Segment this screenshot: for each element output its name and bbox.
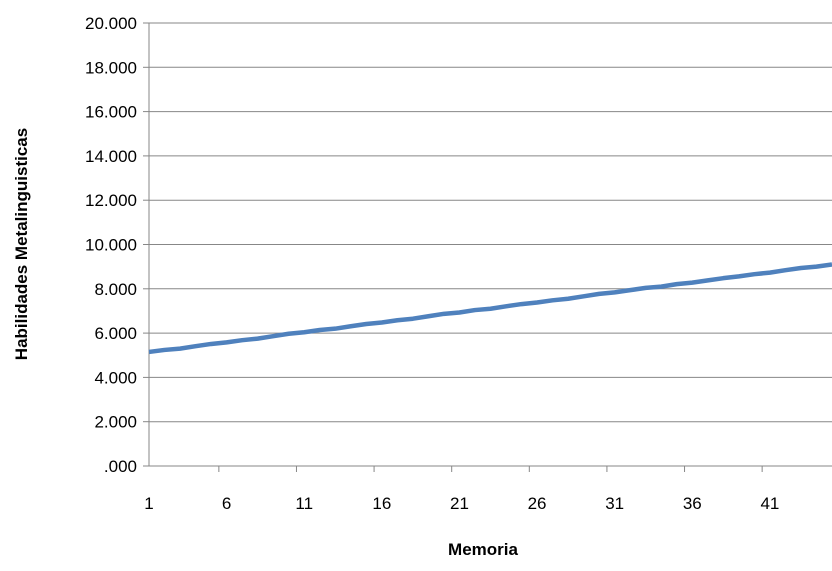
y-tick-label: 18.000 (85, 58, 137, 77)
y-tick-label: 10.000 (85, 236, 137, 255)
y-tick-label: 14.000 (85, 147, 137, 166)
x-tick-label: 11 (295, 494, 313, 513)
x-tick-label: 36 (683, 494, 702, 513)
x-tick-label: 6 (222, 494, 231, 513)
x-tick-label: 41 (760, 494, 779, 513)
y-tick-label: 20.000 (85, 14, 137, 33)
axes (143, 22, 832, 472)
y-tick-labels: .000 2.000 4.000 6.000 8.000 10.000 12.000 14.0… (85, 14, 137, 476)
y-tick-label: 16.000 (85, 103, 137, 122)
y-tick-label: 12.000 (85, 191, 137, 210)
x-tick-labels: 1 6 11 16 21 26 31 36 41 (144, 494, 779, 513)
y-tick-label: 6.000 (94, 324, 137, 343)
x-axis-title: Memoria (448, 540, 518, 559)
series (148, 262, 832, 355)
gridlines (149, 22, 832, 423)
x-tick-label: 16 (372, 494, 391, 513)
x-tick-label: 21 (450, 494, 469, 513)
y-axis-title: Habilidades Metalinguisticas (12, 128, 31, 360)
x-tick-label: 26 (528, 494, 547, 513)
y-tick-label: 4.000 (94, 368, 137, 387)
y-tick-label: .000 (104, 457, 137, 476)
x-tick-label: 31 (605, 494, 624, 513)
y-tick-label: 2.000 (94, 413, 137, 432)
x-tick-label: 1 (144, 494, 153, 513)
y-tick-label: 8.000 (94, 280, 137, 299)
series-line (148, 262, 832, 355)
